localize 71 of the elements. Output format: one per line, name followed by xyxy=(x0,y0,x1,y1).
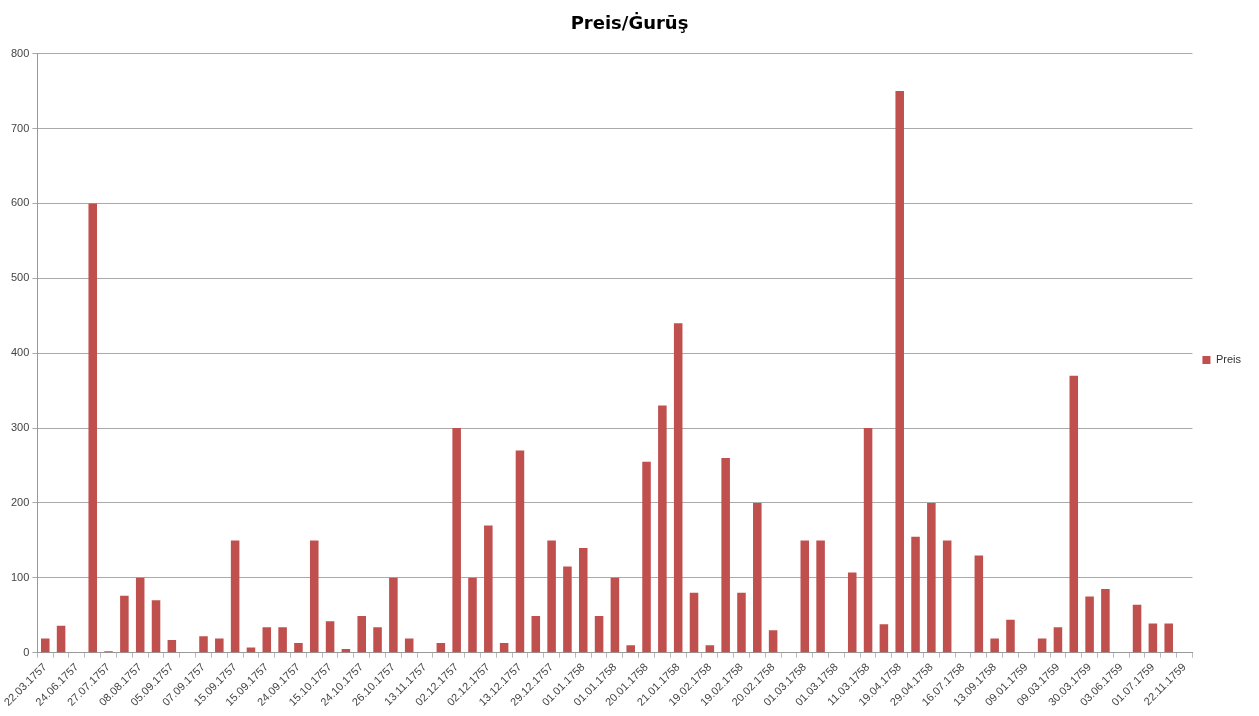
bar xyxy=(1006,619,1015,653)
bar xyxy=(879,624,889,653)
bar xyxy=(800,540,810,653)
bar xyxy=(515,450,525,653)
bar xyxy=(373,627,382,653)
y-tick-label: 200 xyxy=(10,495,30,508)
bar xyxy=(990,638,999,653)
bar xyxy=(1085,596,1094,653)
bar xyxy=(594,616,604,653)
bar xyxy=(294,643,303,653)
bar xyxy=(1069,375,1079,653)
bar xyxy=(436,643,446,653)
bar xyxy=(246,647,256,653)
y-tick-label: 100 xyxy=(10,570,30,583)
bar xyxy=(484,525,493,653)
chart-title: Preis/Ġurūş xyxy=(570,12,689,34)
bar xyxy=(610,577,620,653)
bar xyxy=(468,577,477,653)
bar xyxy=(547,540,556,653)
bar xyxy=(642,461,651,653)
bar xyxy=(135,577,145,653)
bar xyxy=(151,600,161,653)
bar xyxy=(721,458,730,653)
bar xyxy=(816,540,825,653)
y-tick-label: 0 xyxy=(23,645,30,658)
bar xyxy=(56,625,66,653)
bar xyxy=(531,616,541,653)
bar xyxy=(88,203,98,653)
bar xyxy=(1132,604,1142,653)
bar xyxy=(974,555,984,653)
bar xyxy=(1053,627,1063,653)
bar xyxy=(262,627,272,653)
bar xyxy=(705,645,715,653)
bar xyxy=(895,91,904,653)
bar xyxy=(1148,623,1158,653)
bar xyxy=(563,566,572,653)
y-tick-label: 300 xyxy=(10,421,30,434)
bar xyxy=(309,540,319,653)
bar xyxy=(768,630,778,653)
bar xyxy=(753,502,762,653)
bar xyxy=(673,323,683,653)
bar xyxy=(167,640,177,653)
bar xyxy=(215,638,224,653)
y-tick-label: 500 xyxy=(10,271,30,284)
bar xyxy=(658,405,667,653)
bar xyxy=(278,627,287,653)
bar xyxy=(452,428,461,653)
bar xyxy=(942,540,952,653)
y-tick-label: 700 xyxy=(10,121,30,134)
legend-label: Preis xyxy=(1215,353,1242,366)
bar xyxy=(863,428,873,653)
y-tick-label: 600 xyxy=(10,196,30,209)
y-tick-label: 400 xyxy=(10,346,30,359)
bar xyxy=(40,638,50,653)
bar xyxy=(927,502,936,653)
bar xyxy=(230,540,240,653)
bar xyxy=(357,616,366,653)
y-tick-label: 800 xyxy=(10,46,30,59)
bar xyxy=(120,595,129,653)
bar xyxy=(578,547,588,653)
bar xyxy=(737,592,746,653)
bar xyxy=(389,577,398,653)
bar xyxy=(1101,589,1110,653)
bar xyxy=(911,536,920,653)
bar xyxy=(325,621,335,653)
bar xyxy=(199,636,208,653)
bar xyxy=(689,592,699,653)
bar xyxy=(626,645,635,653)
bar xyxy=(499,643,509,653)
bar xyxy=(1164,623,1173,653)
bar xyxy=(847,572,857,653)
